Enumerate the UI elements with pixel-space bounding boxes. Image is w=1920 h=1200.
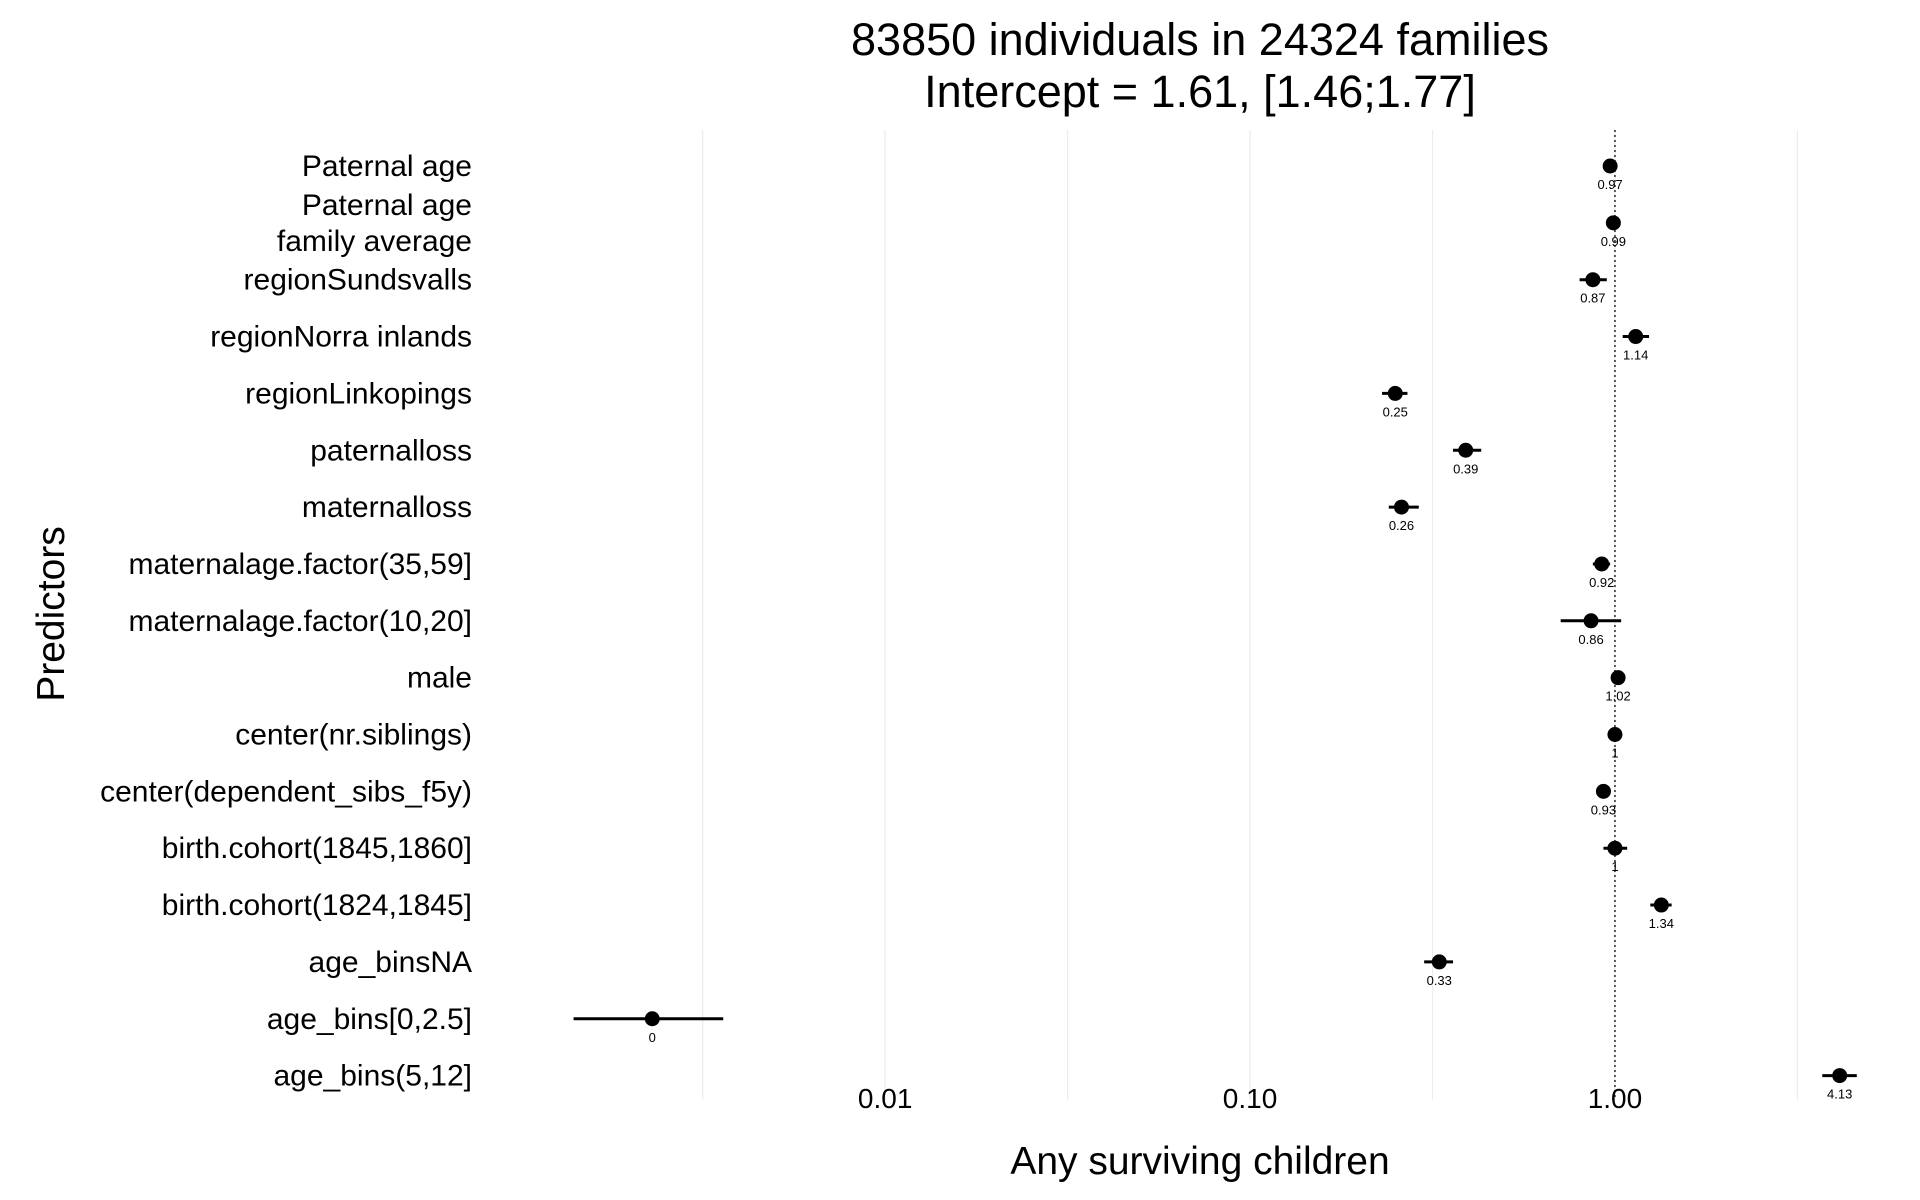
predictor-label: age_binsNA [309, 946, 472, 979]
value-label: 1.02 [1605, 689, 1630, 704]
estimate-point [1387, 385, 1403, 401]
value-label: 1 [1611, 746, 1618, 761]
predictor-label: maternalage.factor(10,20] [128, 605, 472, 638]
value-label: 1.14 [1623, 348, 1648, 363]
value-label: 0.39 [1453, 461, 1478, 476]
value-label: 0.99 [1601, 234, 1626, 249]
predictor-label-line: family average [277, 225, 472, 258]
value-label: 0.33 [1427, 973, 1452, 988]
predictor-label: Paternal age [302, 150, 472, 183]
predictor-label: birth.cohort(1845,1860] [162, 832, 472, 865]
estimate-point [1393, 499, 1409, 515]
value-label: 0.87 [1580, 291, 1605, 306]
predictor-label: maternalloss [302, 491, 472, 524]
estimate-point [1610, 670, 1626, 686]
estimate-point [1594, 556, 1610, 572]
estimate-point [1605, 215, 1621, 231]
estimate-point [1602, 158, 1618, 174]
estimate-point [1653, 897, 1669, 913]
predictor-label: paternalloss [310, 434, 472, 467]
predictor-label: center(nr.siblings) [235, 719, 472, 752]
value-label: 0.86 [1578, 632, 1603, 647]
value-label: 0.92 [1589, 575, 1614, 590]
labels-layer: 0.01 0.10 1.00 Paternal age 0.97 Paternal age… [100, 150, 1852, 1114]
estimate-point [1832, 1068, 1848, 1084]
grid-layer [702, 130, 1798, 1100]
x-tick-label: 0.01 [858, 1083, 913, 1114]
predictor-label: age_bins[0,2.5] [267, 1003, 472, 1036]
value-label: 0 [649, 1030, 656, 1045]
x-tick-label: 0.10 [1223, 1083, 1278, 1114]
value-label: 0.93 [1591, 802, 1616, 817]
value-label: 1.34 [1649, 916, 1674, 931]
chart-title: 83850 individuals in 24324 families [851, 14, 1549, 65]
predictor-label: regionLinkopings [245, 377, 472, 410]
value-label: 0.26 [1389, 518, 1414, 533]
predictor-label: male [407, 662, 472, 695]
predictor-label: age_bins(5,12] [274, 1060, 473, 1093]
value-label: 1 [1611, 859, 1618, 874]
chart-subtitle: Intercept = 1.61, [1.46;1.77] [924, 66, 1476, 117]
x-axis-title: Any surviving children [1010, 1140, 1390, 1183]
estimate-point [1458, 442, 1474, 458]
predictor-label: maternalage.factor(35,59] [128, 548, 472, 581]
value-label: 0.25 [1383, 404, 1408, 419]
marks-layer [573, 158, 1857, 1084]
value-label: 4.13 [1827, 1087, 1852, 1102]
estimate-point [644, 1011, 660, 1027]
estimate-point [1585, 272, 1601, 288]
x-tick-label: 1.00 [1588, 1083, 1643, 1114]
estimate-point [1583, 613, 1599, 629]
predictor-label-line: Paternal age [302, 189, 472, 222]
estimate-point [1607, 840, 1623, 856]
predictor-label: Paternal age family average [277, 189, 472, 258]
predictor-label: center(dependent_sibs_f5y) [100, 775, 472, 808]
value-label: 0.97 [1597, 177, 1622, 192]
estimate-point [1431, 954, 1447, 970]
predictor-label: regionNorra inlands [210, 321, 472, 354]
predictor-label: regionSundsvalls [244, 264, 472, 297]
estimate-point [1607, 727, 1623, 742]
estimate-point [1628, 329, 1644, 345]
predictor-label: birth.cohort(1824,1845] [162, 889, 472, 922]
estimate-point [1595, 783, 1611, 799]
